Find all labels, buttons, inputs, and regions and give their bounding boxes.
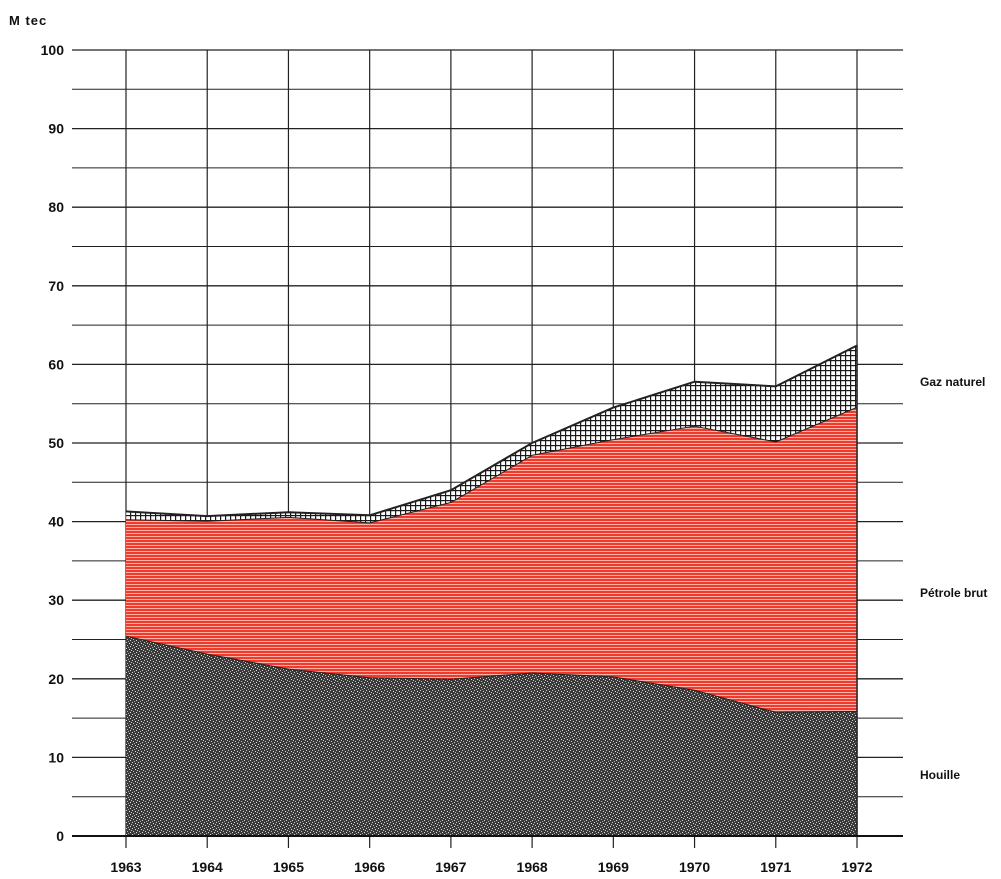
y-tick-label: 50 (48, 435, 64, 451)
y-tick-label: 30 (48, 592, 64, 608)
y-tick-label: 80 (48, 199, 64, 215)
stacked-areas (125, 344, 858, 836)
series-label: Pétrole brut (920, 586, 987, 600)
y-tick-label: 70 (48, 278, 64, 294)
series-label: Gaz naturel (920, 375, 985, 389)
x-tick-label: 1964 (192, 859, 223, 875)
series-labels: Houille Pétrole brut Gaz naturel (920, 375, 987, 782)
area-gaz-naturel (126, 345, 857, 523)
y-tick-label: 10 (48, 749, 64, 765)
y-tick-label: 60 (48, 356, 64, 372)
y-tick-label: 0 (56, 828, 64, 844)
series-label: Houille (920, 768, 960, 782)
y-unit-label: M tec (9, 13, 47, 28)
x-tick-labels: 1963 1964 1965 1966 1967 1968 1969 1970 1971 1972 (110, 859, 872, 875)
y-tick-labels: 0 10 20 30 40 50 60 70 80 90 100 (41, 42, 65, 844)
x-tick-label: 1972 (841, 859, 872, 875)
area-houille (126, 635, 857, 836)
area-gaz-naturel-top-line (125, 344, 858, 518)
x-tick-label: 1966 (354, 859, 385, 875)
y-tick-label: 20 (48, 671, 64, 687)
x-tick-label: 1971 (760, 859, 791, 875)
x-tick-label: 1965 (273, 859, 304, 875)
area-petrole-brut (126, 406, 857, 712)
x-tick-label: 1963 (110, 859, 141, 875)
x-tick-label: 1970 (679, 859, 710, 875)
x-tick-label: 1968 (517, 859, 548, 875)
x-tick-label: 1969 (598, 859, 629, 875)
y-tick-label: 90 (48, 121, 64, 137)
x-tick-label: 1967 (435, 859, 466, 875)
y-tick-label: 100 (41, 42, 65, 58)
y-tick-label: 40 (48, 514, 64, 530)
